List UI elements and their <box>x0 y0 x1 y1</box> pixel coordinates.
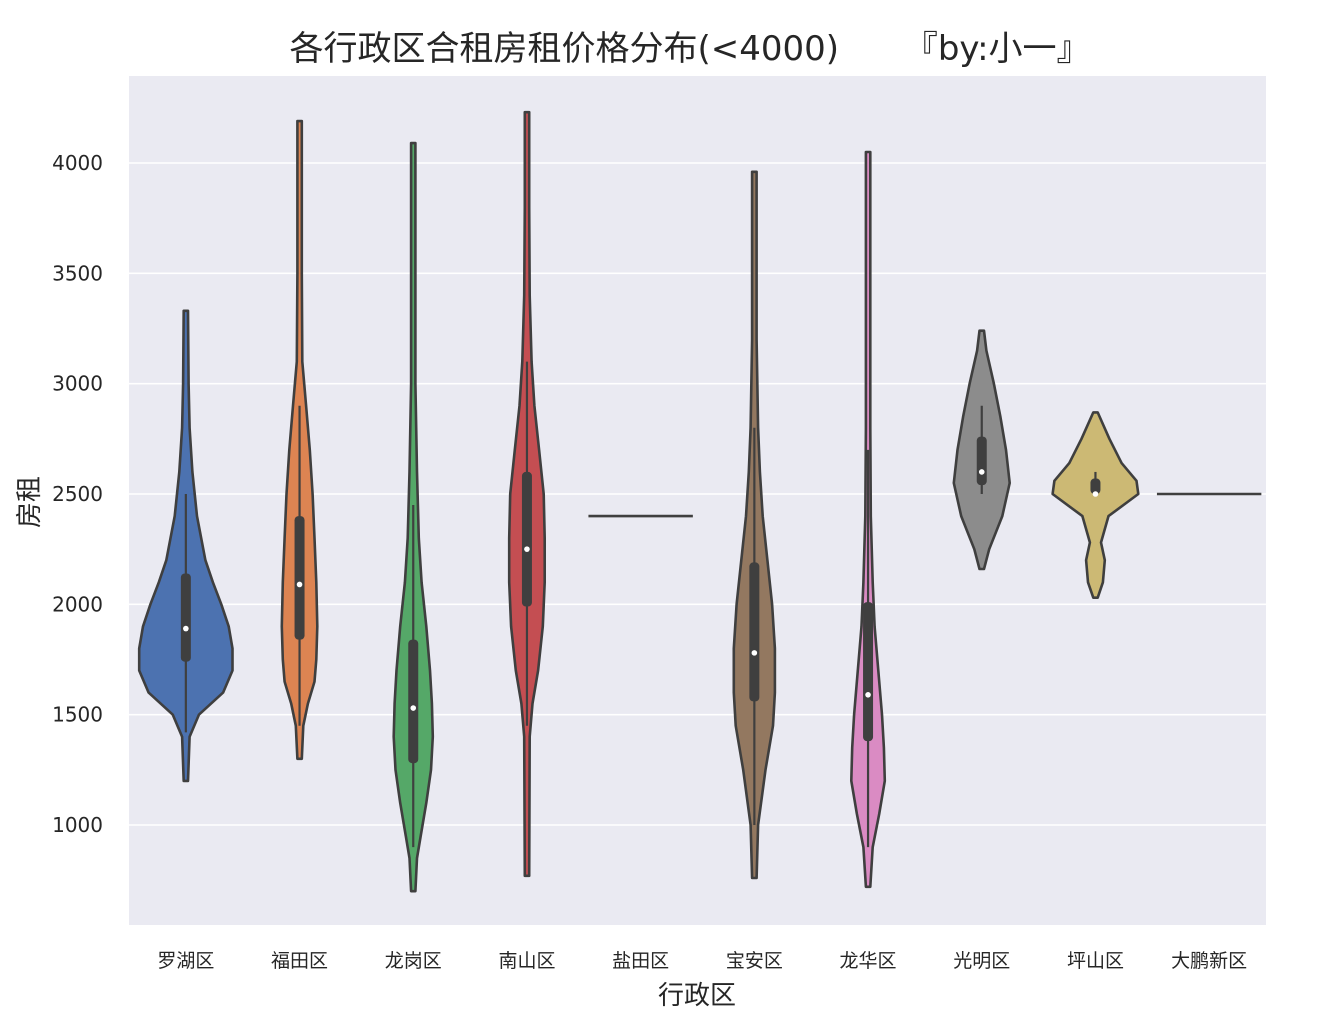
violin-南山区 <box>507 110 546 878</box>
violin-iqr-box <box>408 639 419 764</box>
x-tick-label: 罗湖区 <box>157 950 214 972</box>
violin-iqr-box <box>1090 478 1101 494</box>
y-tick-label: 2000 <box>52 592 103 616</box>
x-tick-label: 龙岗区 <box>385 950 442 972</box>
y-tick-label: 1000 <box>52 813 103 837</box>
grid-lines <box>129 162 1266 826</box>
y-tick-label: 2500 <box>52 482 103 506</box>
x-tick-label: 坪山区 <box>1067 950 1124 972</box>
x-tick-label: 福田区 <box>271 950 328 972</box>
violin-median <box>524 546 530 552</box>
x-tick-label: 盐田区 <box>612 950 669 972</box>
violin-iqr-box <box>749 562 760 702</box>
violin-光明区 <box>952 329 1011 571</box>
y-tick-label: 1500 <box>52 703 103 727</box>
violin-iqr-box <box>180 573 191 662</box>
violin-iqr-box <box>863 602 874 742</box>
y-tick-label: 4000 <box>52 151 103 175</box>
x-tick-label: 宝安区 <box>726 950 783 972</box>
violin-body <box>1051 411 1140 599</box>
violin-坪山区 <box>1051 411 1140 599</box>
x-axis-label: 行政区 <box>658 981 736 1011</box>
x-tick-label: 南山区 <box>498 950 555 972</box>
violin-iqr-box <box>976 436 987 486</box>
x-tick-label: 龙华区 <box>840 950 897 972</box>
violin-罗湖区 <box>137 309 234 783</box>
violin-median <box>183 625 189 632</box>
violin-宝安区 <box>732 170 777 880</box>
violin-龙华区 <box>850 150 887 889</box>
violin-median <box>865 692 871 698</box>
violin-福田区 <box>280 119 319 761</box>
x-tick-labels: 罗湖区 福田区 龙岗区 南山区 盐田区 宝安区 龙华区 光明区 坪山区 大鹏新区 <box>157 950 1247 972</box>
violin-median <box>1092 491 1099 497</box>
x-tick-label: 大鹏新区 <box>1171 950 1247 972</box>
violin-iqr-box <box>294 516 305 640</box>
violin-median <box>751 650 758 656</box>
y-tick-label: 3500 <box>52 261 103 285</box>
chart-title: 各行政区合租房租价格分布(<4000) 『by:小一』 <box>289 29 1090 69</box>
violin-median <box>410 705 417 711</box>
x-tick-label: 光明区 <box>953 950 1010 972</box>
violin-iqr-box <box>521 471 532 607</box>
violin-median <box>978 469 985 475</box>
y-tick-labels: 1000 1500 2000 2500 3000 3500 4000 <box>52 151 103 837</box>
y-axis-label: 房租 <box>15 476 45 528</box>
violin-龙岗区 <box>392 141 435 893</box>
violin-median <box>296 581 303 588</box>
y-tick-label: 3000 <box>52 372 103 396</box>
violins <box>137 110 1262 893</box>
